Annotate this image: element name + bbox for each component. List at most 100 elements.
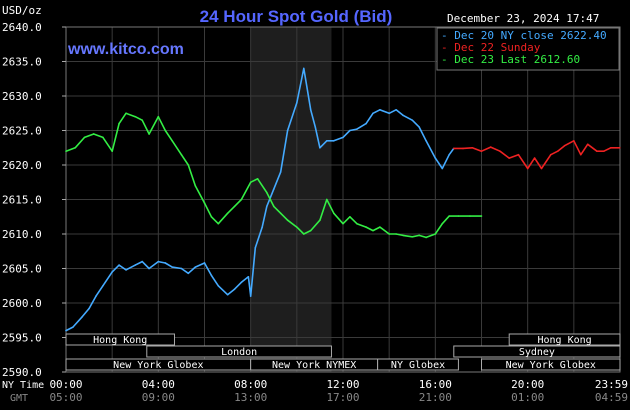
series-3-point xyxy=(164,129,167,132)
series-2-point xyxy=(609,146,612,149)
session-label: Sydney xyxy=(519,347,555,358)
series-3-point xyxy=(425,236,427,239)
series-3-point xyxy=(240,198,243,201)
series-1-point xyxy=(356,128,358,130)
series-2-point xyxy=(471,146,474,149)
series-3-point xyxy=(74,146,77,149)
session-label: New York Globex xyxy=(113,360,203,371)
series-3-point xyxy=(65,150,67,152)
series-1-point xyxy=(111,271,113,273)
series-3-point xyxy=(469,215,471,217)
series-3-point xyxy=(148,133,150,135)
series-3-point xyxy=(402,234,404,237)
series-1-point xyxy=(171,266,173,268)
series-1-point xyxy=(372,112,374,115)
legend-box xyxy=(436,27,620,71)
session-bar xyxy=(453,345,621,358)
series-1-point xyxy=(425,140,427,142)
series-3-point xyxy=(342,222,344,225)
series-3-point xyxy=(411,235,414,238)
series-1-point xyxy=(210,274,213,277)
x-tick-label-gmt: 17:00 xyxy=(326,391,359,404)
series-1-point xyxy=(332,140,335,142)
x-tick-label-ny: 04:00 xyxy=(142,378,175,391)
series-1-point xyxy=(187,272,190,275)
session-label: Hong Kong xyxy=(93,335,147,346)
y-tick-label: 2640.0 xyxy=(2,21,42,34)
y-tick-label: 2600.0 xyxy=(2,297,42,310)
series-1-point xyxy=(302,67,305,70)
series-1-point xyxy=(249,295,252,297)
series-3-point xyxy=(125,112,127,115)
series-2-point xyxy=(573,140,575,142)
series-3-point xyxy=(349,215,351,218)
series-1-point xyxy=(441,167,444,170)
x-tick-label-gmt: 05:00 xyxy=(49,391,82,404)
x-tick-label-gmt: 01:00 xyxy=(511,391,544,404)
series-1-point xyxy=(402,114,404,117)
series-1-point xyxy=(314,126,317,128)
series-3-point xyxy=(171,140,173,142)
y-tick-label: 2590.0 xyxy=(2,366,42,379)
series-2-point xyxy=(517,153,520,156)
series-2-point xyxy=(453,147,455,150)
series-2-point xyxy=(603,150,605,152)
series-1-point xyxy=(388,112,390,115)
series-1-point xyxy=(296,102,298,104)
series-1-point xyxy=(448,153,450,156)
series-1-point xyxy=(125,269,127,271)
series-1-point xyxy=(65,329,67,332)
legend-entry: - Dec 22 Sunday xyxy=(441,41,541,54)
y-tick-label: 2620.0 xyxy=(2,159,42,172)
series-1-point xyxy=(157,260,160,263)
series-2-point xyxy=(489,146,492,148)
session-bar xyxy=(65,333,175,346)
series-3-point xyxy=(319,219,321,221)
series-1-point xyxy=(95,295,97,297)
series-3-point xyxy=(157,115,160,118)
series-3-point xyxy=(233,205,236,208)
series-2-point xyxy=(540,167,543,170)
series-1-point xyxy=(418,126,420,128)
series-2-point xyxy=(480,150,483,152)
series-1-point xyxy=(226,293,229,296)
series-1-point xyxy=(411,119,414,121)
series-3-point xyxy=(418,234,420,237)
series-1-point xyxy=(272,188,275,190)
series-1-point xyxy=(180,267,183,270)
series-3-point xyxy=(226,212,229,215)
y-tick-label: 2625.0 xyxy=(2,125,42,138)
x-tick-label-ny: 16:00 xyxy=(419,378,452,391)
series-3-point xyxy=(296,226,298,228)
series-3-point xyxy=(379,226,381,228)
series-1-point xyxy=(72,326,74,328)
series-1-point xyxy=(141,260,143,263)
x-tick-label-ny: 00:00 xyxy=(49,378,82,391)
series-2-point xyxy=(579,153,582,156)
series-2-point xyxy=(499,150,501,152)
series-3-point xyxy=(441,222,444,225)
series-1-point xyxy=(326,140,328,142)
series-2-point xyxy=(563,144,566,147)
series-1-point xyxy=(342,136,344,139)
session-label: Hong Kong xyxy=(538,335,592,346)
series-1-point xyxy=(134,264,137,266)
series-3-point xyxy=(194,184,197,187)
series-1-point xyxy=(233,288,236,291)
session-label: London xyxy=(221,347,257,358)
series-1-point xyxy=(247,275,250,278)
series-1-point xyxy=(240,281,243,284)
series-1-point xyxy=(118,264,120,266)
watermark-url: www.kitco.com xyxy=(67,41,184,58)
series-3-point xyxy=(302,233,305,235)
x-tick-label-ny: 20:00 xyxy=(511,378,544,391)
series-3-point xyxy=(365,226,367,228)
series-2-point xyxy=(556,150,559,152)
session-bar xyxy=(146,345,332,358)
ny-time-row-label: NY Time xyxy=(2,380,44,391)
series-3-point xyxy=(210,215,213,218)
y-tick-label: 2595.0 xyxy=(2,332,42,345)
series-3-point xyxy=(256,178,259,180)
